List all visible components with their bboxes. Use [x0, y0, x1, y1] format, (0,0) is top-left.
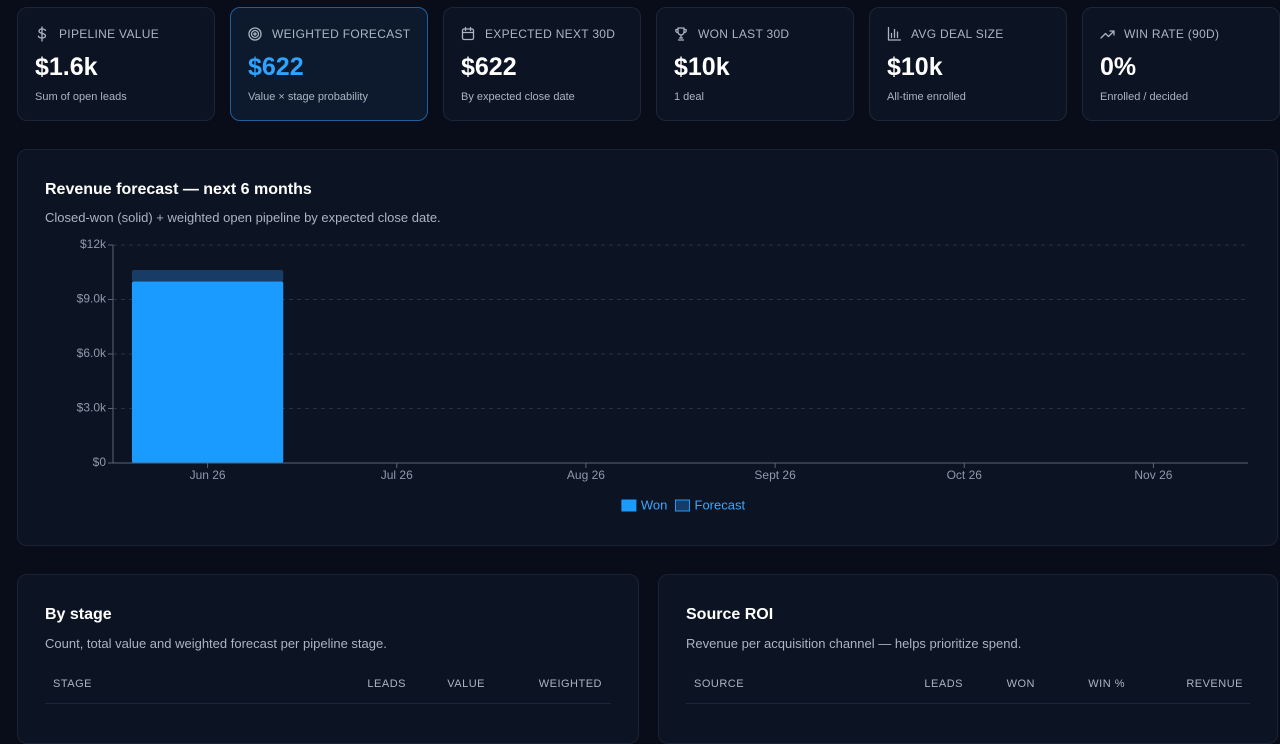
kpi-value: $1.6k	[35, 53, 98, 81]
kpi-icon	[674, 26, 689, 47]
y-tick-label: $12k	[80, 237, 107, 251]
column-header: LEADS	[924, 678, 963, 690]
kpi-note: Sum of open leads	[35, 91, 127, 103]
y-tick-label: $3.0k	[77, 401, 107, 415]
kpi-value: 0%	[1100, 53, 1137, 81]
column-header: WEIGHTED	[538, 678, 602, 690]
kpi-note: Value × stage probability	[248, 91, 368, 103]
column-header: WIN %	[1088, 678, 1125, 690]
y-tick-label: $0	[93, 455, 107, 469]
panel-title: Source ROI	[686, 606, 774, 623]
column-header: SOURCE	[694, 678, 745, 690]
kpi-value: $622	[248, 53, 304, 81]
bar-segment	[131, 281, 284, 463]
kpi-value: $10k	[887, 53, 943, 81]
kpi-note: By expected close date	[461, 91, 575, 103]
legend-swatch	[621, 499, 637, 512]
legend-label: Won	[641, 497, 668, 512]
header-rule	[686, 703, 1250, 704]
panel-title: By stage	[45, 606, 112, 623]
icon	[887, 26, 902, 41]
icon	[37, 26, 47, 42]
chart: $0 $3.0k $6.0k $9.0k $12k Jun 26 Jul 26 Aug 26 S…	[77, 237, 1248, 512]
kpi-value: $10k	[674, 53, 730, 81]
header-rule	[45, 703, 611, 704]
kpi-note: 1 deal	[674, 91, 704, 103]
column-header: LEADS	[367, 678, 406, 690]
kpi-value: $622	[461, 53, 517, 81]
forecast-panel: Revenue forecast — next 6 months Closed-…	[17, 149, 1278, 546]
kpi-note: Enrolled / decided	[1100, 91, 1189, 103]
kpi-card: WON LAST 30D $10k 1 deal	[656, 7, 854, 121]
source-roi-panel: Source ROI Revenue per acquisition chann…	[658, 574, 1278, 744]
kpi-card: EXPECTED NEXT 30D $622 By expected close d…	[443, 7, 641, 121]
x-tick-label: Nov 26	[1134, 468, 1172, 482]
chart-subtitle: Closed-won (solid) + weighted open pipel…	[45, 210, 441, 225]
kpi-icon	[35, 26, 50, 47]
kpi-icon	[248, 26, 263, 47]
kpi-card: WEIGHTED FORECAST $622 Value × stage proba…	[230, 7, 428, 121]
bar-segment	[131, 270, 284, 282]
kpi-label: PIPELINE VALUE	[59, 27, 160, 41]
x-tick-label: Jun 26	[190, 468, 226, 482]
chart-title: Revenue forecast — next 6 months	[45, 181, 312, 198]
panel-subtitle: Count, total value and weighted forecast…	[45, 636, 387, 651]
column-header: VALUE	[447, 678, 485, 690]
x-tick-label: Jul 26	[381, 468, 413, 482]
column-header: WON	[1006, 678, 1035, 690]
kpi-card: WIN RATE (90D) 0% Enrolled / decided	[1082, 7, 1280, 121]
kpi-label: WON LAST 30D	[698, 27, 790, 41]
x-tick-label: Sept 26	[754, 468, 796, 482]
column-header: REVENUE	[1186, 678, 1243, 690]
y-tick-label: $9.0k	[77, 292, 107, 306]
kpi-icon	[461, 26, 476, 47]
kpi-card: PIPELINE VALUE $1.6k Sum of open leads	[17, 7, 215, 121]
icon	[1100, 30, 1115, 39]
y-tick-label: $6.0k	[77, 346, 107, 360]
kpi-label: EXPECTED NEXT 30D	[485, 27, 616, 41]
panel-subtitle: Revenue per acquisition channel — helps …	[686, 636, 1022, 651]
x-tick-label: Aug 26	[567, 468, 605, 482]
kpi-card: AVG DEAL SIZE $10k All-time enrolled	[869, 7, 1067, 121]
x-tick-label: Oct 26	[947, 468, 983, 482]
icon	[248, 27, 262, 41]
kpi-label: AVG DEAL SIZE	[911, 27, 1004, 41]
icon	[461, 26, 475, 41]
column-header: STAGE	[53, 678, 92, 690]
legend-swatch	[675, 499, 690, 512]
legend-label: Forecast	[695, 497, 746, 512]
kpi-note: All-time enrolled	[887, 91, 966, 103]
by-stage-panel: By stage Count, total value and weighted…	[17, 574, 639, 744]
kpi-icon	[1100, 26, 1115, 47]
kpi-icon	[887, 26, 902, 47]
kpi-label: WEIGHTED FORECAST	[272, 27, 411, 41]
dashboard: {"kpis": [ {"label": "PIPELINE VALUE", "…	[17, 7, 1280, 744]
kpi-label: WIN RATE (90D)	[1124, 27, 1220, 41]
icon	[675, 27, 687, 41]
